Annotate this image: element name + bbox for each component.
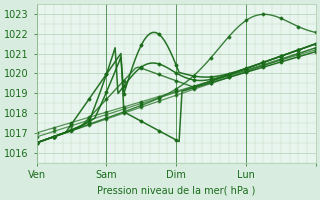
X-axis label: Pression niveau de la mer( hPa ): Pression niveau de la mer( hPa ) bbox=[97, 186, 255, 196]
